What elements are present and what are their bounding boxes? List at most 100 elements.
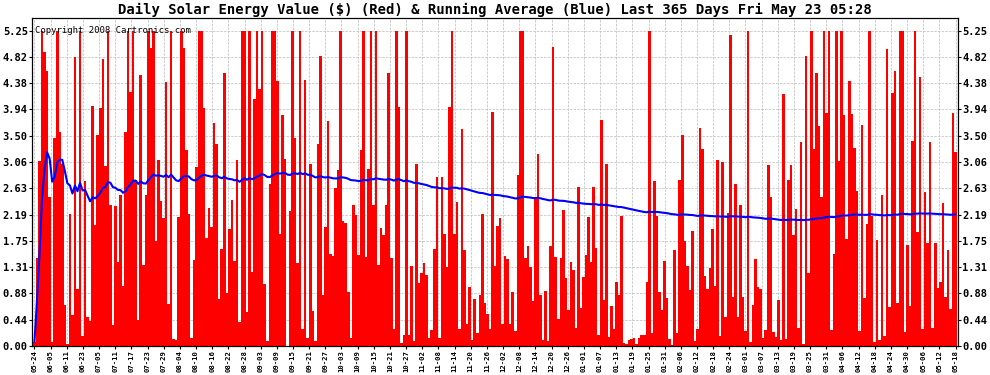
Bar <box>284 159 286 346</box>
Bar <box>198 31 200 346</box>
Bar <box>706 289 709 346</box>
Bar <box>223 73 226 346</box>
Bar <box>66 344 68 346</box>
Bar <box>681 135 683 346</box>
Bar <box>142 265 145 346</box>
Bar <box>203 108 205 346</box>
Bar <box>387 73 390 346</box>
Bar <box>774 338 777 346</box>
Bar <box>691 231 694 346</box>
Bar <box>61 164 63 346</box>
Bar <box>114 206 117 346</box>
Bar <box>512 292 514 346</box>
Bar <box>906 244 909 346</box>
Bar <box>281 115 284 346</box>
Bar <box>815 73 818 346</box>
Bar <box>337 170 340 346</box>
Bar <box>175 340 177 346</box>
Bar <box>312 311 314 346</box>
Bar <box>641 335 644 346</box>
Bar <box>314 341 317 346</box>
Bar <box>501 324 504 346</box>
Bar <box>754 259 757 346</box>
Bar <box>96 135 99 346</box>
Bar <box>248 31 250 346</box>
Bar <box>683 241 686 346</box>
Bar <box>453 234 455 346</box>
Bar <box>481 214 483 346</box>
Bar <box>418 283 421 346</box>
Bar <box>638 338 641 346</box>
Bar <box>886 50 888 346</box>
Bar <box>922 329 924 346</box>
Bar <box>428 338 431 346</box>
Bar <box>107 31 109 346</box>
Bar <box>873 342 876 346</box>
Bar <box>408 334 410 346</box>
Bar <box>246 312 248 346</box>
Bar <box>608 337 610 346</box>
Bar <box>405 31 408 346</box>
Bar <box>210 228 213 346</box>
Bar <box>650 333 653 346</box>
Bar <box>535 196 537 346</box>
Bar <box>722 162 724 346</box>
Bar <box>239 322 241 346</box>
Bar <box>562 210 564 346</box>
Bar <box>941 202 944 346</box>
Bar <box>403 335 405 346</box>
Bar <box>704 276 706 346</box>
Bar <box>263 284 266 346</box>
Bar <box>268 184 271 346</box>
Bar <box>810 31 813 346</box>
Bar <box>826 113 828 346</box>
Bar <box>34 342 36 346</box>
Bar <box>362 31 364 346</box>
Bar <box>891 93 894 346</box>
Bar <box>187 214 190 346</box>
Bar <box>838 161 841 346</box>
Bar <box>496 226 499 346</box>
Bar <box>820 197 823 346</box>
Bar <box>346 292 349 346</box>
Bar <box>421 273 423 346</box>
Bar <box>468 287 471 346</box>
Bar <box>172 339 175 346</box>
Bar <box>932 328 934 346</box>
Bar <box>904 332 906 346</box>
Bar <box>458 329 460 346</box>
Bar <box>792 235 795 346</box>
Bar <box>180 31 182 346</box>
Bar <box>671 345 673 346</box>
Bar <box>182 48 185 346</box>
Bar <box>780 340 782 346</box>
Bar <box>359 150 362 346</box>
Bar <box>530 267 532 346</box>
Bar <box>777 300 780 346</box>
Bar <box>494 266 496 346</box>
Bar <box>102 60 104 346</box>
Bar <box>636 344 638 346</box>
Bar <box>878 340 881 346</box>
Bar <box>410 266 413 346</box>
Bar <box>317 144 319 346</box>
Bar <box>415 164 418 346</box>
Bar <box>767 165 769 346</box>
Bar <box>291 31 294 346</box>
Bar <box>335 188 337 346</box>
Bar <box>631 339 633 346</box>
Bar <box>109 205 112 346</box>
Bar <box>255 31 258 346</box>
Bar <box>68 214 71 346</box>
Bar <box>919 77 922 346</box>
Bar <box>833 254 836 346</box>
Bar <box>712 228 714 346</box>
Bar <box>119 195 122 346</box>
Bar <box>296 263 299 346</box>
Bar <box>327 121 330 346</box>
Bar <box>592 188 595 346</box>
Bar <box>444 234 446 346</box>
Bar <box>354 215 357 346</box>
Bar <box>871 216 873 346</box>
Bar <box>626 344 628 346</box>
